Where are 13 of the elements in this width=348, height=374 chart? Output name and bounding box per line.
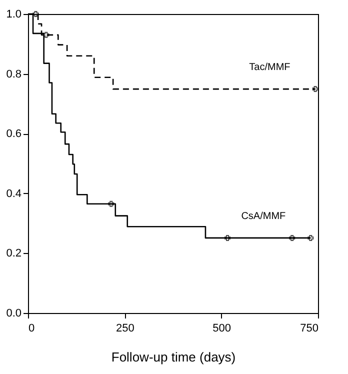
x-tick-label: 500 xyxy=(212,322,232,334)
y-tick-label: 0.8 xyxy=(6,68,22,80)
y-tick-label: 0.6 xyxy=(6,128,22,140)
x-tick-label: 250 xyxy=(116,322,134,334)
x-tick-label: 0 xyxy=(28,322,35,334)
series-label: CsA/MMF xyxy=(241,210,286,222)
y-tick-label: 0.4 xyxy=(6,188,22,200)
x-tick-label: 750 xyxy=(300,322,318,334)
y-tick-label: 1.0 xyxy=(6,8,22,20)
y-tick-label: 0.0 xyxy=(6,308,22,320)
x-axis-title: Follow-up time (days) xyxy=(111,350,236,364)
y-tick-label: 0.2 xyxy=(6,248,22,260)
series-label: Tac/MMF xyxy=(249,62,290,74)
